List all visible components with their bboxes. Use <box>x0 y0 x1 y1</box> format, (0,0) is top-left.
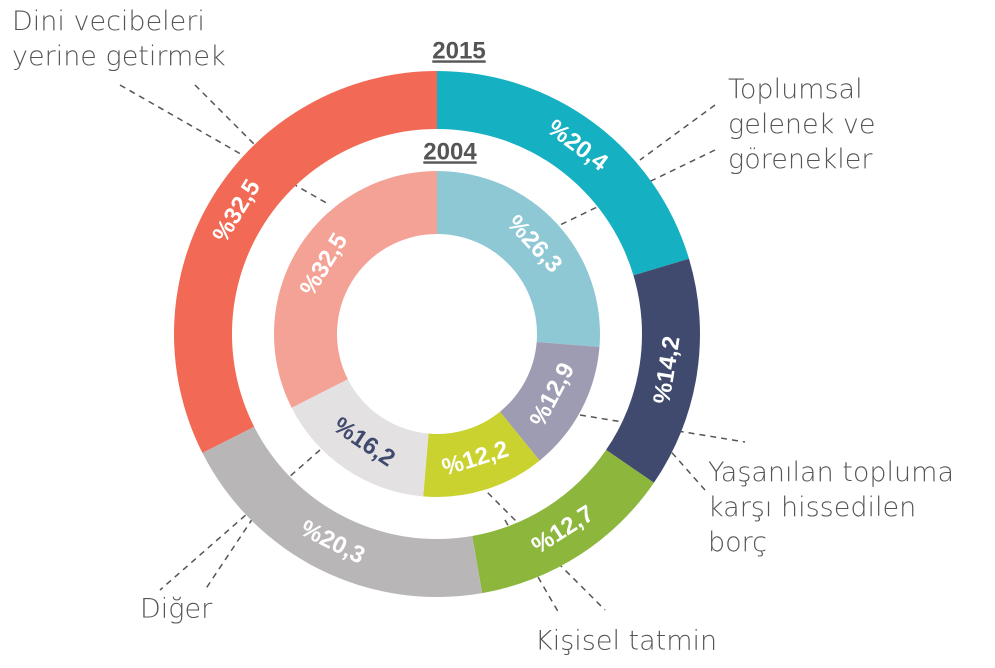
leader <box>159 449 321 591</box>
category-label: Yaşanılan topluma karşı hissedilen borç <box>708 457 954 558</box>
segment <box>472 449 654 594</box>
segment <box>273 170 437 408</box>
leader <box>639 104 716 161</box>
leader <box>204 499 266 591</box>
segment <box>202 426 483 597</box>
leader <box>504 519 561 616</box>
leader <box>559 149 716 226</box>
segment <box>174 71 437 453</box>
segment <box>291 379 429 497</box>
segment <box>437 71 689 276</box>
category-label: Kişisel tatmin <box>535 626 717 657</box>
segment <box>606 258 700 483</box>
leader <box>194 84 261 151</box>
segment <box>499 341 600 461</box>
segment <box>423 411 540 497</box>
segment <box>437 171 600 348</box>
category-label: Dini vecibeleri yerine getirmek <box>12 6 226 72</box>
category-label: Diğer <box>140 594 213 625</box>
category-label: Toplumsal gelenek ve görenekler <box>728 74 875 175</box>
ring-year: 2015 <box>432 37 485 64</box>
ring-year: 2004 <box>423 138 477 165</box>
leader <box>579 414 746 443</box>
